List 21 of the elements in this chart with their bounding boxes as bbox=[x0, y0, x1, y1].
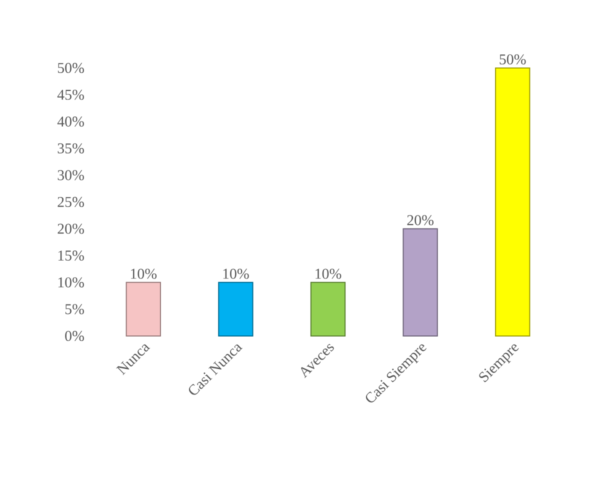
bar bbox=[310, 282, 346, 336]
bar bbox=[495, 67, 530, 336]
y-tick-label: 0% bbox=[65, 330, 84, 342]
y-tick-label: 45% bbox=[57, 90, 84, 100]
data-label: 10% bbox=[316, 268, 342, 279]
bar bbox=[126, 282, 161, 336]
bar bbox=[402, 228, 438, 336]
y-tick-label: 30% bbox=[58, 170, 84, 180]
data-label: 10% bbox=[131, 268, 157, 279]
y-tick-label: 15% bbox=[58, 250, 84, 261]
data-label: 20% bbox=[407, 215, 434, 226]
y-tick-label: 25% bbox=[58, 196, 84, 208]
y-tick-label: 35% bbox=[58, 143, 84, 154]
data-label: 50% bbox=[500, 54, 526, 64]
y-tick-label: 20% bbox=[58, 224, 84, 234]
y-tick-label: 40% bbox=[57, 116, 84, 127]
y-tick-label: 10% bbox=[58, 277, 84, 288]
y-tick-label: 50% bbox=[58, 62, 84, 74]
y-tick-label: 5% bbox=[65, 304, 84, 314]
bar bbox=[218, 282, 254, 336]
data-label: 10% bbox=[223, 268, 249, 279]
